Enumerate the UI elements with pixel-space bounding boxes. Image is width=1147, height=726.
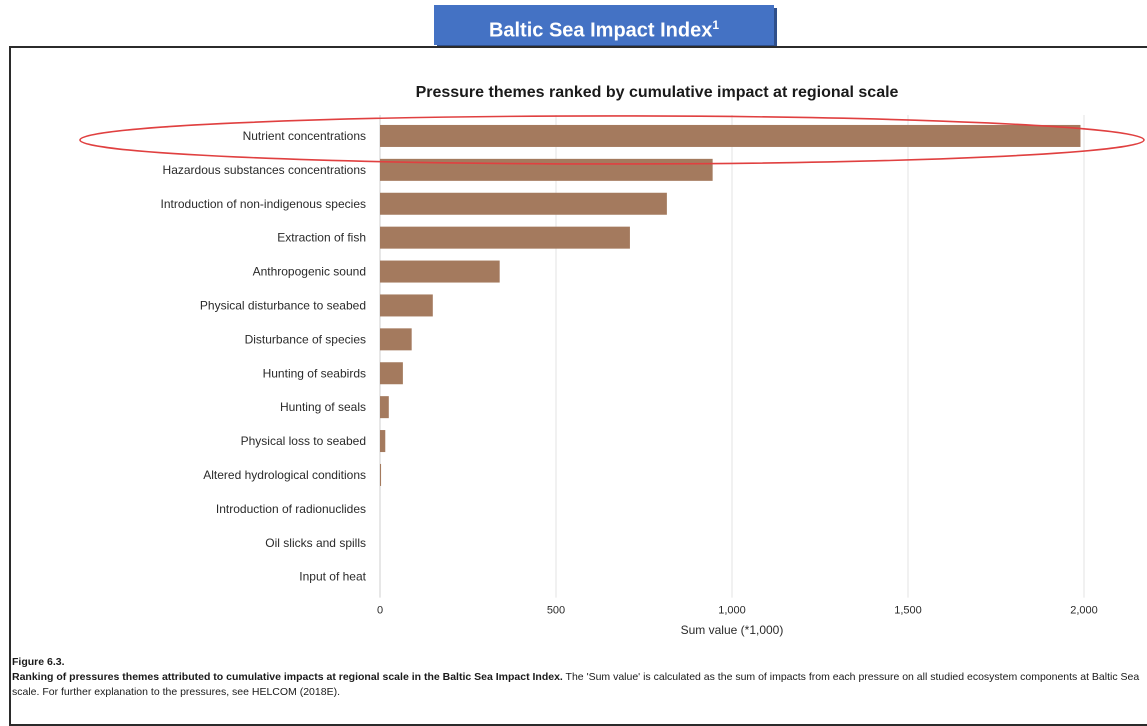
banner-title-text: Baltic Sea Impact Index <box>488 19 713 42</box>
x-tick-label: 500 <box>547 605 565 617</box>
caption-body: The 'Sum value' is calculated as the sum… <box>12 671 1140 698</box>
figure-caption: Figure 6.3. Ranking of pressures themes … <box>12 655 1147 700</box>
bar <box>380 260 500 283</box>
bar <box>380 463 382 486</box>
category-label: Altered hydrological conditions <box>203 468 366 482</box>
category-label: Disturbance of species <box>245 332 366 346</box>
highlight-ellipse-shape <box>79 115 1145 165</box>
x-tick-label: 2,000 <box>1070 605 1098 617</box>
category-label: Extraction of fish <box>277 231 366 245</box>
category-label: Introduction of radionuclides <box>216 502 366 516</box>
bar <box>380 124 1081 147</box>
figure-number: Figure 6.3. <box>12 656 65 668</box>
category-label: Hunting of seals <box>280 400 366 414</box>
caption-bold: Ranking of pressures themes attributed t… <box>12 671 563 683</box>
bar <box>380 226 630 249</box>
x-tick-label: 1,500 <box>894 605 922 617</box>
banner-superscript: 1 <box>712 18 720 32</box>
category-label: Hunting of seabirds <box>263 366 366 380</box>
x-tick-label: 1,000 <box>718 605 746 617</box>
chart-title: Pressure themes ranked by cumulative imp… <box>416 84 899 101</box>
bar <box>380 294 433 317</box>
category-label: Anthropogenic sound <box>253 265 366 279</box>
grid-lines <box>379 115 1085 598</box>
category-label: Introduction of non-indigenous species <box>161 197 366 211</box>
highlight-ellipse <box>79 115 1145 165</box>
bar <box>380 430 386 453</box>
category-label: Oil slicks and spills <box>265 536 366 550</box>
bar <box>380 192 667 215</box>
x-tick-label: 0 <box>377 605 383 617</box>
bar <box>380 396 389 419</box>
x-axis-title: Sum value (*1,000) <box>681 623 784 637</box>
category-labels: Nutrient concentrations Hazardous substan… <box>161 129 367 584</box>
banner-title: Baltic Sea Impact Index1 <box>434 5 774 45</box>
tick-labels: 0 500 1,000 1,500 2,000 <box>377 605 1098 617</box>
bars <box>380 124 1081 486</box>
category-label: Input of heat <box>299 570 366 584</box>
category-label: Physical disturbance to seabed <box>200 298 366 312</box>
bar <box>380 362 403 385</box>
category-label: Nutrient concentrations <box>243 129 366 143</box>
category-label: Physical loss to seabed <box>241 434 366 448</box>
bar <box>380 328 412 351</box>
category-label: Hazardous substances concentrations <box>163 163 366 177</box>
